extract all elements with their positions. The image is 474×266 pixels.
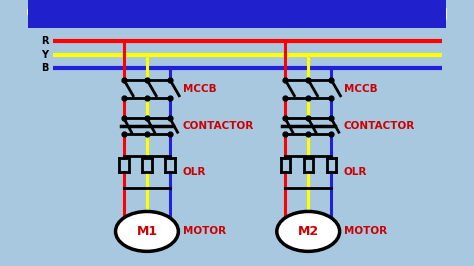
Text: MOTOR: MOTOR [344, 226, 387, 236]
FancyBboxPatch shape [27, 0, 447, 28]
Text: MCCB: MCCB [182, 84, 216, 94]
Text: M2: M2 [298, 225, 319, 238]
Text: B: B [41, 63, 48, 73]
Text: Conveyor Sequence starter Interlocking: Conveyor Sequence starter Interlocking [26, 4, 448, 23]
Text: R: R [41, 36, 48, 46]
Text: MOTOR: MOTOR [182, 226, 226, 236]
Text: CONTACTOR: CONTACTOR [182, 121, 254, 131]
Circle shape [277, 211, 339, 251]
Circle shape [116, 211, 178, 251]
Text: Y: Y [42, 49, 48, 60]
Text: MCCB: MCCB [344, 84, 377, 94]
Text: OLR: OLR [344, 167, 367, 177]
Text: M1: M1 [137, 225, 157, 238]
Text: CONTACTOR: CONTACTOR [344, 121, 415, 131]
Text: OLR: OLR [182, 167, 206, 177]
